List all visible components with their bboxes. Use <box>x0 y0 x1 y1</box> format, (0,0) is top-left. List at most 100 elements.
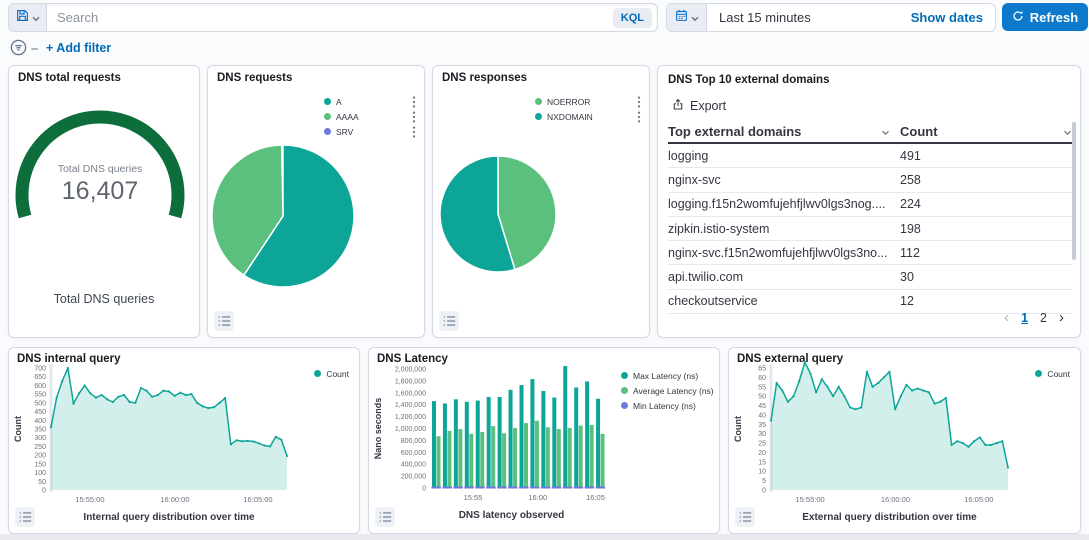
prev-page-button[interactable]: ‹ <box>1004 309 1010 326</box>
legend-item[interactable]: NXDOMAIN <box>535 111 641 122</box>
gauge-value: 16,407 <box>61 177 139 205</box>
legend-actions-icon[interactable] <box>623 111 641 123</box>
legend-item[interactable]: A <box>324 96 416 107</box>
add-filter-link[interactable]: + Add filter <box>46 41 112 55</box>
svg-text:1,600,000: 1,600,000 <box>395 390 426 397</box>
legend-dot <box>535 98 542 105</box>
svg-text:45: 45 <box>758 403 766 410</box>
column-header-domains[interactable]: Top external domains <box>668 124 900 139</box>
next-page-button[interactable]: › <box>1059 309 1064 326</box>
table-row[interactable]: api.twilio.com 30 <box>668 265 1072 290</box>
panel-title: DNS total requests <box>18 72 121 84</box>
table-row[interactable]: logging 491 <box>668 144 1072 169</box>
export-button[interactable]: Export <box>672 98 726 114</box>
legend-dot <box>324 113 331 120</box>
panel-dns-external-query: DNS external query 0 5 10 15 20 25 30 35 40 45 50 5… <box>728 347 1081 534</box>
svg-text:50: 50 <box>758 394 766 401</box>
panel-title: DNS external query <box>737 353 844 365</box>
dns-external-query-chart: 0 5 10 15 20 25 30 35 40 45 50 55 60 65 15:55:00 16:00:… <box>733 361 1010 523</box>
table-row[interactable]: logging.f15n2womfujehfjlwv0lgs3nog.... 22… <box>668 193 1072 217</box>
svg-text:15: 15 <box>758 459 766 466</box>
refresh-button[interactable]: Refresh <box>1002 3 1088 31</box>
legend-item[interactable]: Min Latency (ns) <box>621 400 717 411</box>
legend-dot <box>324 98 331 105</box>
table-body: logging 491 nginx-svc 258 logging.f15n2womfu… <box>668 144 1072 315</box>
legend-actions-icon[interactable] <box>398 96 416 108</box>
svg-text:1,200,000: 1,200,000 <box>395 414 426 421</box>
legend-item[interactable]: Max Latency (ns) <box>621 370 717 381</box>
legend-item-count[interactable]: Count <box>1035 368 1070 379</box>
page-number-2[interactable]: 2 <box>1040 310 1047 325</box>
legend-dot <box>324 128 331 135</box>
legend-toggle-button[interactable] <box>735 507 755 527</box>
table-row[interactable]: nginx-svc.f15n2womfujehfjlwv0lgs3no... 11… <box>668 241 1072 266</box>
legend-dot <box>621 387 628 394</box>
svg-text:35: 35 <box>758 422 766 429</box>
svg-text:1,000,000: 1,000,000 <box>395 426 426 433</box>
table-row[interactable]: nginx-svc 258 <box>668 168 1072 193</box>
time-range-value[interactable]: Last 15 minutes <box>719 10 811 25</box>
svg-text:16:05: 16:05 <box>586 493 605 502</box>
filter-icon[interactable] <box>10 39 27 61</box>
kql-language-button[interactable]: KQL <box>612 7 652 28</box>
svg-text:300: 300 <box>34 435 46 442</box>
svg-text:650: 650 <box>34 374 46 381</box>
svg-text:25: 25 <box>758 441 766 448</box>
legend-toggle-button[interactable] <box>214 311 234 331</box>
date-picker: Last 15 minutes Show dates <box>666 3 996 32</box>
svg-text:250: 250 <box>34 444 46 451</box>
svg-text:1,800,000: 1,800,000 <box>395 378 426 385</box>
legend-toggle-button[interactable] <box>439 311 459 331</box>
legend-actions-icon[interactable] <box>398 126 416 138</box>
table-scrollbar[interactable] <box>1072 122 1076 260</box>
panel-title: DNS Top 10 external domains <box>668 74 830 86</box>
cell-domain: api.twilio.com <box>668 270 744 285</box>
page-number-1[interactable]: 1 <box>1021 310 1029 325</box>
svg-text:60: 60 <box>758 375 766 382</box>
panel-dns-requests: DNS requests A AAAA SRV <box>207 65 425 338</box>
chevron-down-icon <box>32 9 40 27</box>
legend-item-count[interactable]: Count <box>314 368 349 379</box>
saved-query-button[interactable] <box>9 4 47 31</box>
svg-text:16:00:00: 16:00:00 <box>881 495 910 504</box>
dns-total-gauge-chart <box>15 110 185 219</box>
legend-item[interactable]: AAAA <box>324 111 416 122</box>
legend-toggle-button[interactable] <box>15 507 35 527</box>
gauge-center-label: Total DNS queries <box>57 163 143 175</box>
svg-text:500: 500 <box>34 400 46 407</box>
cell-count: 12 <box>900 294 914 309</box>
svg-text:550: 550 <box>34 392 46 399</box>
legend-actions-icon[interactable] <box>623 96 641 108</box>
chevron-down-icon <box>1063 124 1072 139</box>
legend-item[interactable]: Average Latency (ns) <box>621 385 717 396</box>
svg-text:400: 400 <box>34 418 46 425</box>
table-row[interactable]: checkoutservice 12 <box>668 290 1072 315</box>
svg-text:1,400,000: 1,400,000 <box>395 402 426 409</box>
refresh-icon <box>1012 10 1024 25</box>
legend: Count <box>314 368 349 379</box>
search-input[interactable] <box>47 4 613 31</box>
svg-text:0: 0 <box>42 488 46 495</box>
cell-count: 198 <box>900 221 921 236</box>
domains-table: Top external domains Count logging 491 ngi… <box>668 120 1072 315</box>
filter-separator <box>31 48 38 50</box>
svg-text:Count: Count <box>13 416 23 442</box>
column-header-count[interactable]: Count <box>900 124 1072 139</box>
legend-dot <box>621 372 628 379</box>
panel-title: DNS responses <box>442 72 528 84</box>
quick-select-button[interactable] <box>667 4 707 31</box>
legend-item[interactable]: NOERROR <box>535 96 641 107</box>
calendar-icon <box>675 9 688 27</box>
table-row[interactable]: zipkin.istio-system 198 <box>668 217 1072 242</box>
svg-text:15:55: 15:55 <box>464 493 483 502</box>
legend: Max Latency (ns) Average Latency (ns) Min … <box>621 370 717 411</box>
svg-text:50: 50 <box>38 479 46 486</box>
legend-item[interactable]: SRV <box>324 126 416 137</box>
show-dates-link[interactable]: Show dates <box>910 10 983 25</box>
panel-dns-latency: DNS Latency 0 200,000 400,000 600,000 800,00… <box>368 347 720 534</box>
legend: Count <box>1035 368 1070 379</box>
legend-actions-icon[interactable] <box>398 111 416 123</box>
legend-toggle-button[interactable] <box>375 507 395 527</box>
cell-domain: nginx-svc <box>668 172 721 187</box>
